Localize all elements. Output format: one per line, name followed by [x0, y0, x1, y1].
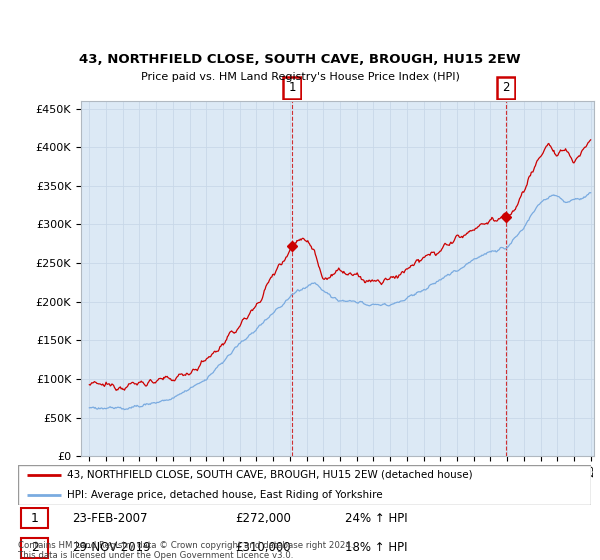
Text: 2: 2	[502, 81, 509, 95]
Text: 29-NOV-2019: 29-NOV-2019	[73, 542, 151, 554]
Text: HPI: Average price, detached house, East Riding of Yorkshire: HPI: Average price, detached house, East…	[67, 490, 382, 500]
Text: 1: 1	[31, 512, 38, 525]
Text: 18% ↑ HPI: 18% ↑ HPI	[344, 542, 407, 554]
Text: Contains HM Land Registry data © Crown copyright and database right 2024.
This d: Contains HM Land Registry data © Crown c…	[18, 540, 353, 560]
Text: 24% ↑ HPI: 24% ↑ HPI	[344, 512, 407, 525]
FancyBboxPatch shape	[18, 465, 591, 505]
FancyBboxPatch shape	[21, 538, 49, 558]
FancyBboxPatch shape	[21, 508, 49, 529]
Text: Price paid vs. HM Land Registry's House Price Index (HPI): Price paid vs. HM Land Registry's House …	[140, 72, 460, 82]
Text: 43, NORTHFIELD CLOSE, SOUTH CAVE, BROUGH, HU15 2EW: 43, NORTHFIELD CLOSE, SOUTH CAVE, BROUGH…	[79, 53, 521, 66]
Text: 23-FEB-2007: 23-FEB-2007	[73, 512, 148, 525]
FancyBboxPatch shape	[497, 77, 515, 99]
Text: £310,000: £310,000	[236, 542, 292, 554]
Text: 2: 2	[31, 542, 38, 554]
Text: £272,000: £272,000	[236, 512, 292, 525]
FancyBboxPatch shape	[283, 77, 301, 99]
Text: 1: 1	[289, 81, 296, 95]
Text: 43, NORTHFIELD CLOSE, SOUTH CAVE, BROUGH, HU15 2EW (detached house): 43, NORTHFIELD CLOSE, SOUTH CAVE, BROUGH…	[67, 470, 472, 480]
